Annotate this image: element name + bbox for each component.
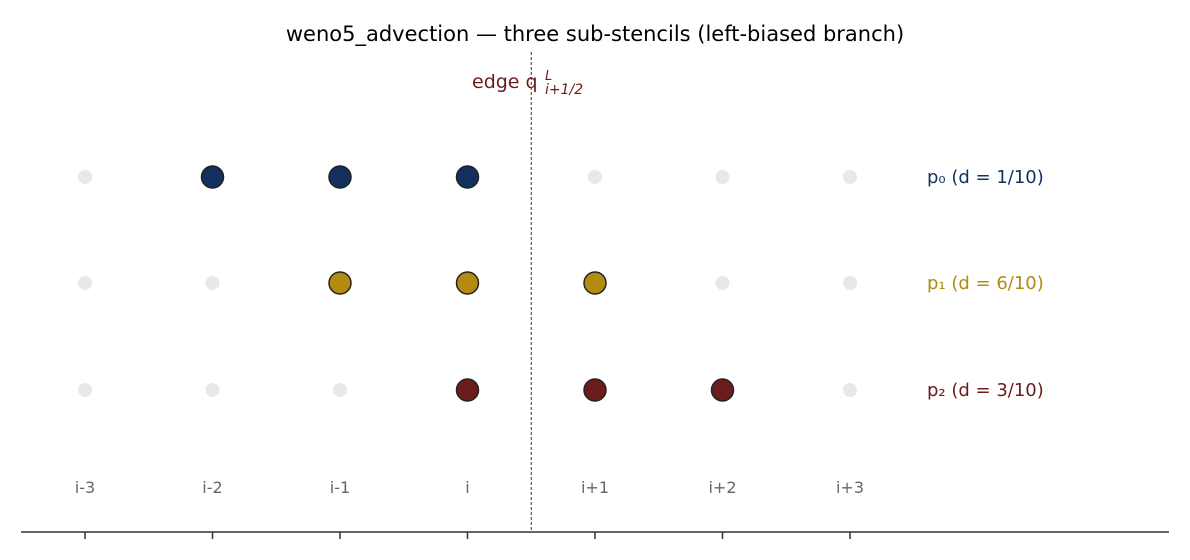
stencil-label: p₁ (d = 6/10) xyxy=(927,273,1044,294)
stencil-point-inactive xyxy=(78,170,92,184)
cell-labels: i-3 i-2 i-1 i i+1 i+2 i+3 xyxy=(75,478,864,497)
stencil-point-active xyxy=(455,378,480,402)
edge-label-subscript: i+1/2 xyxy=(545,82,583,98)
cell-label: i+3 xyxy=(836,478,864,497)
stencil-rows: p₀ (d = 1/10) p₁ (d = 6/10) p₂ (d = 3/10) xyxy=(78,165,1044,402)
edge-marker: edge q Li+1/2 xyxy=(472,52,583,532)
stencil-point-inactive xyxy=(78,383,92,397)
stencil-row-p0: p₀ (d = 1/10) xyxy=(78,165,1044,189)
stencil-point-inactive xyxy=(715,170,730,184)
cell-label: i-1 xyxy=(330,478,350,497)
cell-label: i xyxy=(465,478,469,497)
stencil-point-inactive xyxy=(333,383,347,397)
x-axis xyxy=(21,531,1169,539)
stencil-point-inactive xyxy=(843,383,857,397)
stencil-label: p₀ (d = 1/10) xyxy=(927,167,1044,188)
edge-label-superscript: L xyxy=(545,69,552,84)
stencil-row-p2: p₂ (d = 3/10) xyxy=(78,378,1044,402)
stencil-point-active xyxy=(200,165,225,189)
stencil-point-active xyxy=(328,165,352,189)
stencil-point-active xyxy=(583,271,607,295)
cell-label: i-2 xyxy=(202,478,222,497)
stencil-point-inactive xyxy=(205,276,220,290)
stencil-point-active xyxy=(455,271,480,295)
stencil-point-active xyxy=(710,378,735,402)
stencil-point-active xyxy=(455,165,480,189)
stencil-point-active xyxy=(328,271,352,295)
stencil-point-inactive xyxy=(843,170,857,184)
cell-label: i+2 xyxy=(708,478,736,497)
stencil-point-inactive xyxy=(843,276,857,290)
stencil-point-inactive xyxy=(588,170,602,184)
stencil-point-inactive xyxy=(78,276,92,290)
stencil-row-p1: p₁ (d = 6/10) xyxy=(78,271,1044,295)
stencil-point-inactive xyxy=(205,383,220,397)
cell-label: i+1 xyxy=(581,478,609,497)
edge-label: edge q xyxy=(472,71,538,93)
stencil-label: p₂ (d = 3/10) xyxy=(927,380,1044,401)
stencil-point-inactive xyxy=(715,276,730,290)
cell-label: i-3 xyxy=(75,478,95,497)
stencil-point-active xyxy=(583,378,607,402)
diagram-title: weno5_advection — three sub-stencils (le… xyxy=(286,22,904,47)
